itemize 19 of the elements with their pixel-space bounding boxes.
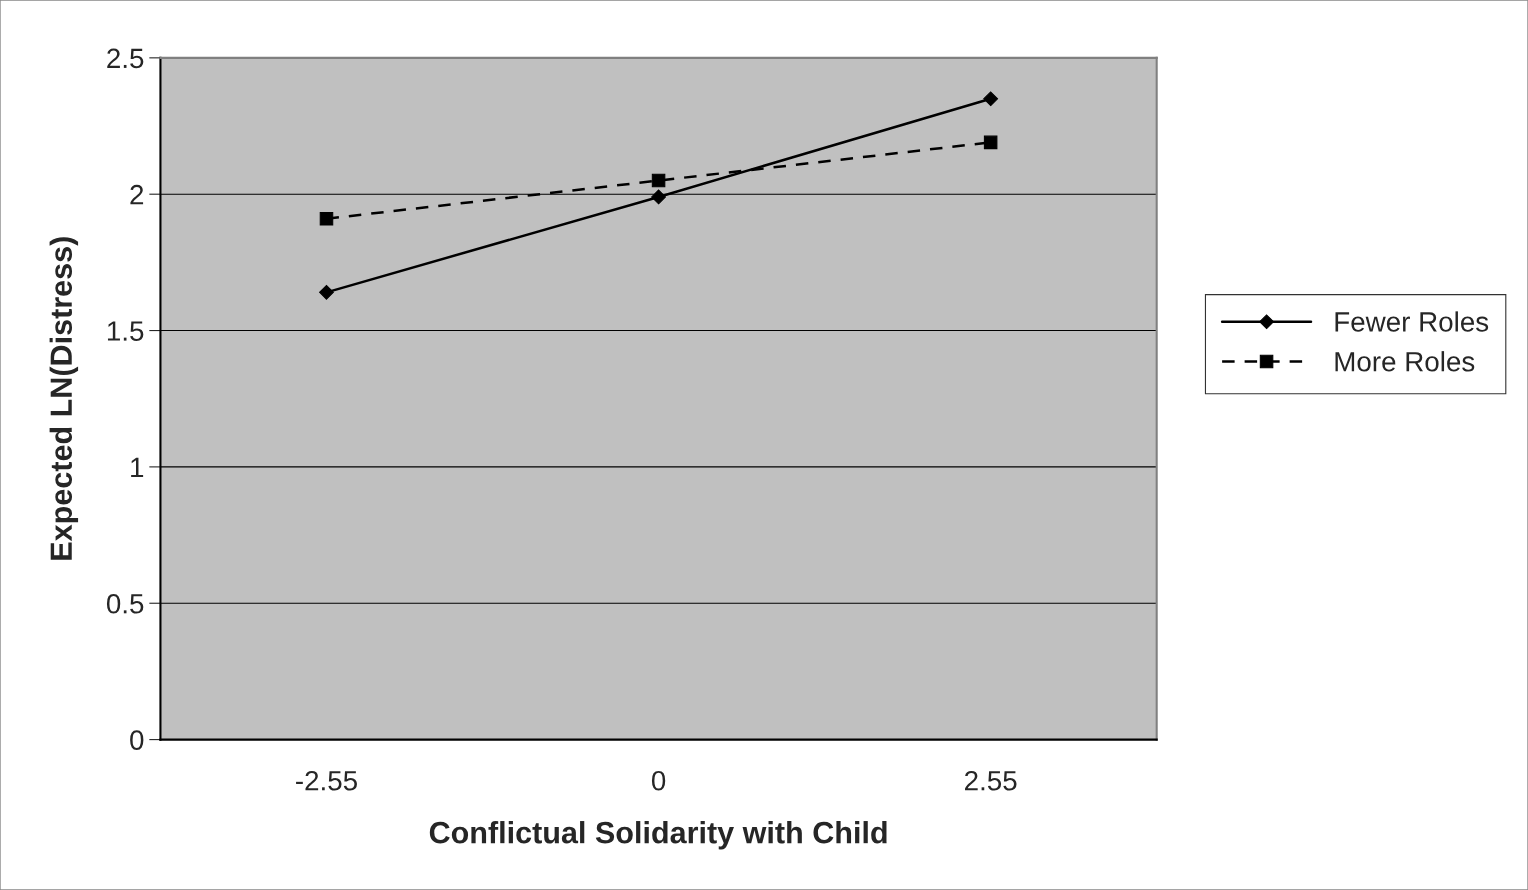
y-tick-label: 1.5 — [107, 321, 144, 341]
y-axis-title: Expected LN(Distress) — [49, 237, 79, 560]
y-tick-label: 0 — [130, 730, 144, 750]
y-tick-label: 2.5 — [107, 48, 144, 69]
y-tick-label: 1 — [131, 457, 144, 477]
point — [319, 211, 334, 226]
x-tick-label: 2.55 — [965, 770, 1017, 791]
point — [651, 189, 666, 205]
y-tick-label: 0.5 — [106, 593, 144, 614]
point — [983, 135, 998, 150]
x-tick-label: 0 — [651, 770, 666, 791]
point — [651, 173, 666, 188]
y-tick-label: 2 — [130, 184, 144, 205]
legend-label: More Roles — [1335, 351, 1475, 372]
point — [319, 284, 334, 300]
x-axis-title: Conflictual Solidarity with Child — [429, 821, 887, 850]
x-tick-label: -2.55 — [296, 770, 357, 791]
point — [983, 91, 999, 107]
legend-label: Fewer Roles — [1335, 311, 1489, 332]
